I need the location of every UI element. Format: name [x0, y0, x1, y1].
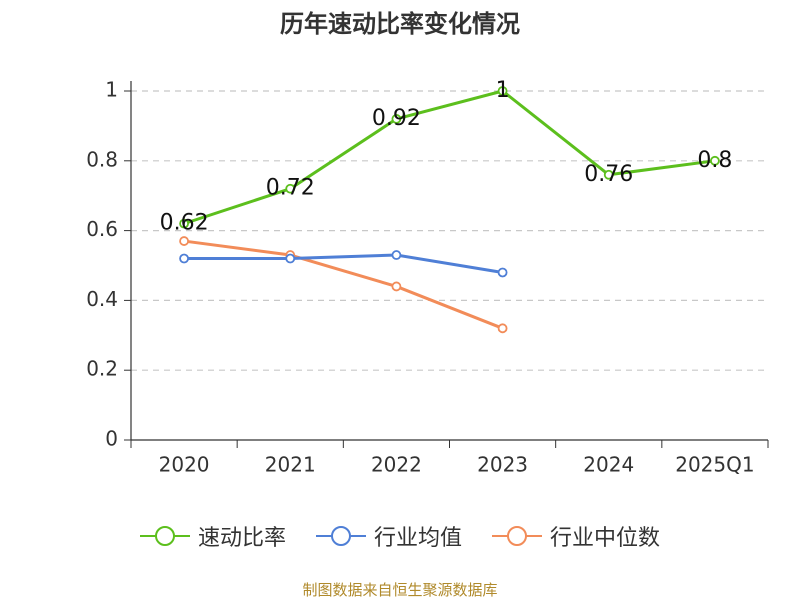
data-label: 0.72	[266, 176, 315, 201]
data-point	[285, 253, 296, 264]
data-label: 0.8	[697, 148, 732, 173]
chart-title: 历年速动比率变化情况	[280, 10, 520, 38]
data-point	[497, 267, 508, 278]
legend-line-icon	[315, 526, 366, 546]
x-tick-label: 2021	[265, 453, 316, 477]
data-label: 0.76	[584, 162, 633, 187]
data-point	[391, 281, 402, 292]
series-line	[183, 89, 716, 226]
data-point	[179, 218, 189, 229]
data-point	[179, 236, 189, 246]
legend-item-industry-mean[interactable]: 行业均值	[315, 520, 462, 552]
y-tick-label: 0	[105, 427, 118, 451]
data-point	[710, 155, 720, 166]
legend-label: 行业中位数	[550, 526, 661, 551]
series-layer	[179, 86, 720, 334]
y-tick-label: 0.6	[86, 217, 118, 241]
data-labels: 0.62 0.72 0.92 1 0.76 0.8	[160, 78, 733, 236]
axes: 0 0.2 0.4 0.6 0.8 1 2020 2021 2022 2023 2024 2025Q1	[86, 78, 769, 477]
x-tick-label: 2020	[159, 453, 210, 477]
data-source-note: 制图数据来自恒生聚源数据库	[302, 581, 498, 599]
x-tick-label: 2024	[583, 453, 634, 477]
data-label: 1	[496, 78, 510, 103]
legend-label: 速动比率	[197, 526, 286, 551]
legend-line-icon	[139, 526, 190, 546]
x-tick-label: 2022	[371, 453, 422, 477]
y-tick-label: 0.2	[86, 357, 118, 381]
data-point	[179, 253, 189, 264]
y-tick-label: 0.8	[86, 147, 118, 171]
data-point	[285, 183, 296, 194]
data-point	[497, 323, 508, 334]
y-tick-label: 0.4	[86, 287, 118, 311]
data-label: 0.92	[372, 106, 421, 131]
data-point	[603, 169, 614, 180]
series-line	[184, 253, 503, 274]
legend-label: 行业均值	[373, 526, 462, 551]
data-point	[497, 86, 508, 96]
gridlines	[131, 90, 768, 371]
legend-line-icon	[492, 526, 542, 546]
legend: 速动比率 行业均值 行业中位数	[0, 520, 800, 552]
data-point	[391, 114, 402, 124]
data-label: 0.62	[160, 211, 209, 236]
series-line	[183, 239, 504, 330]
data-point	[391, 250, 402, 260]
legend-item-quick-ratio[interactable]: 速动比率	[139, 520, 286, 552]
y-tick-label: 1	[105, 78, 118, 102]
x-tick-label: 2023	[477, 453, 528, 477]
x-tick-label: 2025Q1	[675, 453, 754, 477]
legend-item-industry-median[interactable]: 行业中位数	[492, 520, 660, 552]
